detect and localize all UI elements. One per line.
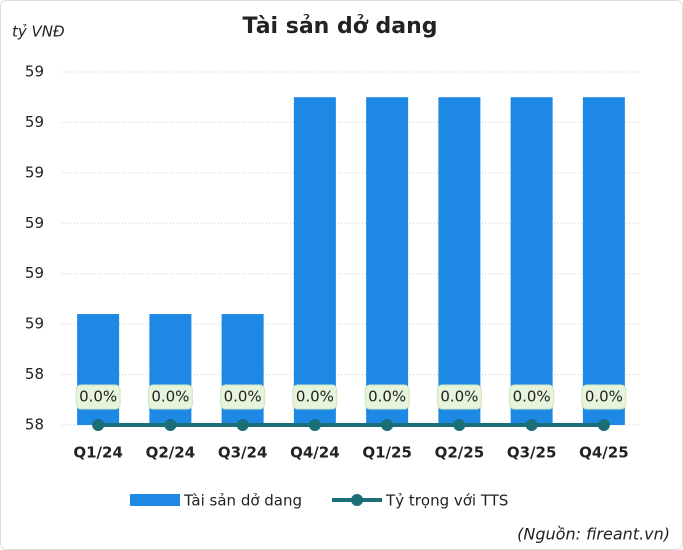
line-point bbox=[381, 419, 394, 431]
x-tick-label: Q4/25 bbox=[579, 444, 629, 462]
line-point bbox=[597, 419, 610, 431]
line-point bbox=[453, 419, 466, 431]
bar bbox=[582, 97, 625, 425]
y-tick-label: 58 bbox=[25, 365, 44, 383]
y-tick-label: 59 bbox=[25, 163, 44, 181]
data-label-box bbox=[436, 384, 482, 410]
data-label-box bbox=[581, 384, 627, 410]
source: (Nguồn: fireant.vn) bbox=[517, 525, 670, 544]
line-point bbox=[308, 419, 321, 431]
data-label: 0.0% bbox=[440, 388, 478, 406]
data-label-box bbox=[75, 384, 121, 410]
line-point bbox=[525, 419, 538, 431]
line-point bbox=[236, 419, 249, 431]
y-tick-label: 58 bbox=[25, 416, 44, 434]
bar bbox=[438, 97, 481, 425]
data-label-box bbox=[292, 384, 338, 410]
chart-title: Tài sản dở dang bbox=[242, 14, 437, 39]
data-label-box bbox=[509, 384, 555, 410]
data-label: 0.0% bbox=[296, 388, 334, 406]
y-tick-label: 59 bbox=[25, 214, 44, 232]
legend-label: Tài sản dở dang bbox=[183, 492, 302, 510]
x-tick-label: Q3/25 bbox=[507, 444, 557, 462]
x-tick-label: Q1/25 bbox=[362, 444, 412, 462]
x-tick-label: Q3/24 bbox=[218, 444, 268, 462]
data-label: 0.0% bbox=[585, 388, 623, 406]
x-tick-label: Q2/25 bbox=[435, 444, 485, 462]
x-tick-label: Q4/24 bbox=[290, 444, 340, 462]
line-point bbox=[92, 419, 105, 431]
y-tick-label: 59 bbox=[25, 113, 44, 131]
y-axis-label: tỷ VNĐ bbox=[12, 23, 65, 41]
data-label-box bbox=[364, 384, 410, 410]
legend-swatch bbox=[351, 494, 364, 506]
y-tick-label: 59 bbox=[25, 315, 44, 333]
bar bbox=[510, 97, 553, 425]
legend-label: Tỷ trọng với TTS bbox=[385, 492, 508, 510]
legend-swatch bbox=[130, 494, 180, 506]
data-label-box bbox=[220, 384, 266, 410]
x-tick-label: Q1/24 bbox=[73, 444, 123, 462]
bar bbox=[366, 97, 409, 425]
data-label: 0.0% bbox=[368, 388, 406, 406]
x-tick-label: Q2/24 bbox=[146, 444, 196, 462]
bar bbox=[293, 97, 336, 425]
y-tick-label: 59 bbox=[25, 63, 44, 81]
y-tick-label: 59 bbox=[25, 264, 44, 282]
data-label: 0.0% bbox=[79, 388, 117, 406]
data-label: 0.0% bbox=[151, 388, 189, 406]
line-point bbox=[164, 419, 177, 431]
data-label: 0.0% bbox=[513, 388, 551, 406]
data-label-box bbox=[147, 384, 193, 410]
data-label: 0.0% bbox=[224, 388, 262, 406]
